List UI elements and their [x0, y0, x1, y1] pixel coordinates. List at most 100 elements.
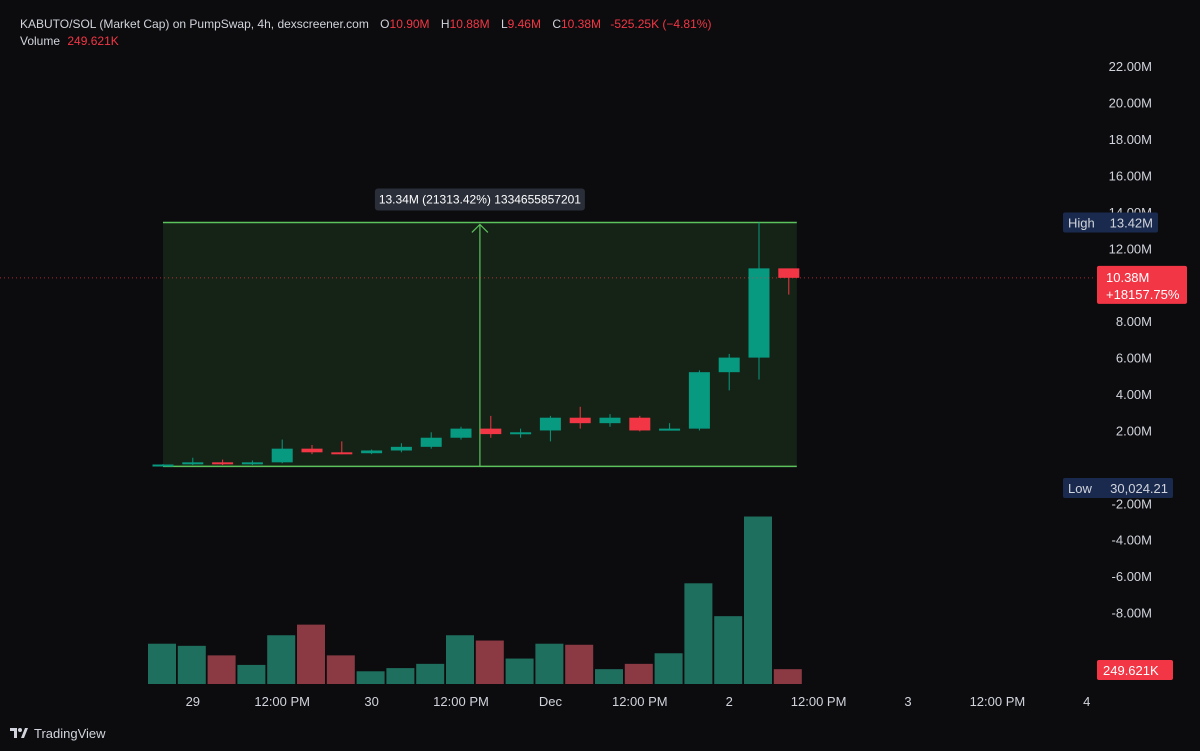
price-tick-label: 22.00M [1109, 59, 1152, 74]
candle-body [748, 268, 770, 358]
price-tick-label: -8.00M [1112, 606, 1152, 621]
range-label: 13.34M (21313.42%) 1334655857201 [374, 188, 585, 211]
last-volume-badge-value: 249.621K [1103, 663, 1159, 678]
volume-bar [446, 635, 474, 684]
price-tick-label: 4.00M [1116, 387, 1152, 402]
open-value: 10.90M [389, 17, 430, 31]
volume-bar [148, 643, 176, 684]
time-tick-label: 12:00 PM [254, 694, 310, 709]
high-badge-value: 13.42M [1110, 215, 1153, 230]
candle-body [629, 417, 651, 431]
change-value: -525.25K (−4.81%) [610, 17, 712, 31]
volume-bar [356, 671, 385, 684]
last-price-badge-value: 10.38M [1106, 270, 1149, 285]
candle-body [271, 448, 293, 463]
last-price-badge-change: +18157.75% [1106, 287, 1180, 302]
volume-bar [177, 645, 206, 684]
volume-bar [416, 663, 445, 684]
volume-value: 249.621K [67, 34, 119, 48]
low-key: L [500, 17, 508, 31]
volume-bar [207, 655, 236, 684]
candle-body [420, 437, 442, 447]
candle-body [361, 450, 383, 454]
range-label-text: 13.34M (21313.42%) 1334655857201 [379, 192, 581, 206]
candle-body [718, 357, 740, 373]
low-badge-value: 30,024.21 [1110, 481, 1168, 496]
price-tick-label: 6.00M [1116, 351, 1152, 366]
time-tick-label: 2 [726, 694, 733, 709]
price-tick-label: -4.00M [1112, 533, 1152, 548]
candles [152, 222, 800, 467]
legend-row-price: KABUTO/SOL (Market Cap) on PumpSwap, 4h,… [20, 16, 711, 33]
volume-bar [595, 669, 623, 684]
high-value: 10.88M [449, 17, 490, 31]
volume-bar [475, 640, 504, 684]
range-measure: 13.34M (21313.42%) 1334655857201 [163, 188, 797, 468]
close-value: 10.38M [561, 17, 602, 31]
candle-body [212, 462, 234, 465]
volume-bar [237, 664, 266, 684]
candle-body [450, 428, 472, 438]
legend: KABUTO/SOL (Market Cap) on PumpSwap, 4h,… [20, 16, 711, 50]
high-key: H [440, 17, 450, 31]
legend-row-volume: Volume 249.621K [20, 33, 711, 50]
candle-body [688, 372, 710, 429]
low-badge-label: Low [1068, 481, 1092, 496]
volume-bar [654, 653, 683, 684]
volume-bar [565, 644, 594, 684]
time-tick-label: 12:00 PM [612, 694, 668, 709]
price-tick-label: -2.00M [1112, 496, 1152, 511]
time-tick-label: 12:00 PM [433, 694, 489, 709]
volume-label[interactable]: Volume [20, 34, 61, 48]
candle-body [152, 464, 174, 467]
price-tick-label: 20.00M [1109, 96, 1152, 111]
volume-bar [714, 616, 743, 684]
volume-bar [773, 669, 802, 684]
symbol-title[interactable]: KABUTO/SOL (Market Cap) on PumpSwap, 4h,… [20, 17, 369, 31]
price-axis[interactable]: 22.00M20.00M18.00M16.00M14.00M12.00M8.00… [1109, 59, 1152, 620]
volume-bar [326, 655, 355, 684]
candle-body [599, 417, 621, 424]
open-key: O [380, 17, 390, 31]
low-value: 9.46M [507, 17, 541, 31]
price-tick-label: 2.00M [1116, 423, 1152, 438]
candle-body [659, 428, 681, 431]
candle-body [539, 417, 561, 431]
last-price-badge-bg [1097, 265, 1187, 304]
volume-bar [684, 583, 713, 684]
candle-body [182, 462, 204, 465]
time-tick-label: Dec [539, 694, 563, 709]
time-tick-label: 4 [1083, 694, 1090, 709]
high-badge-bg [1063, 212, 1158, 233]
price-tick-label: 18.00M [1109, 132, 1152, 147]
candle-body [331, 452, 353, 455]
time-axis[interactable]: 29 12:00 PM 30 12:00 PM Dec 12:00 PM 2 12:00 PM… [186, 694, 1091, 709]
close-key: C [552, 17, 561, 31]
volume-bar [535, 643, 564, 684]
tradingview-logo-icon[interactable] [10, 726, 28, 740]
price-chart[interactable]: 13.34M (21313.42%) 1334655857201 22.00M2… [0, 0, 1200, 720]
volume-bar [624, 663, 653, 684]
volume-bar [267, 635, 296, 684]
candle-body [569, 417, 591, 424]
candle-body [390, 446, 412, 451]
time-tick-label: 30 [364, 694, 378, 709]
candle-body [778, 268, 800, 278]
range-label-bg [374, 188, 585, 211]
last-volume-badge-bg [1097, 660, 1173, 680]
candle-body [301, 448, 323, 453]
candle-body [241, 462, 263, 465]
price-tick-label: 16.00M [1109, 168, 1152, 183]
range-arrow-head [471, 223, 489, 233]
price-tick-label: 8.00M [1116, 314, 1152, 329]
volume-bar [505, 658, 534, 684]
candle-body [510, 432, 532, 435]
time-tick-label: 12:00 PM [791, 694, 847, 709]
tradingview-brand[interactable]: TradingView [34, 725, 106, 741]
time-tick-label: 3 [904, 694, 911, 709]
volume-bar [386, 668, 415, 684]
volume-bars [148, 516, 802, 684]
low-badge-bg [1063, 478, 1173, 498]
volume-bar [297, 624, 325, 684]
